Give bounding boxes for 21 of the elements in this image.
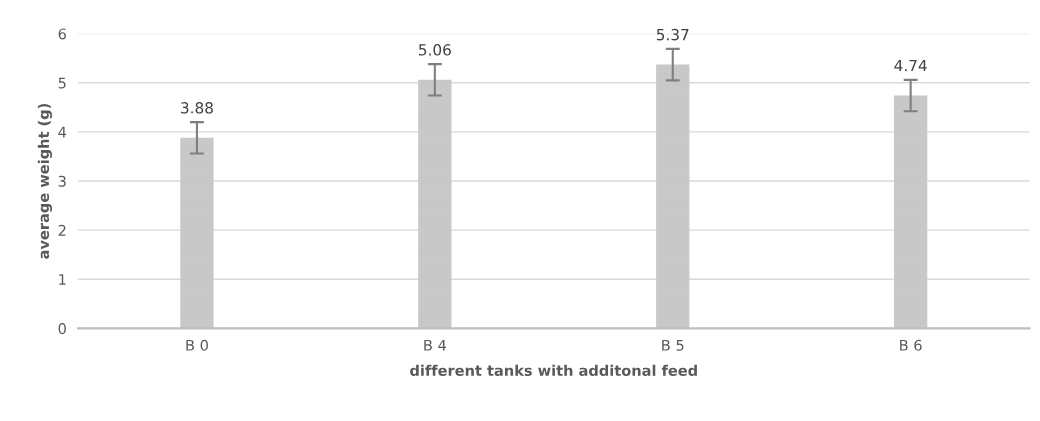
x-tick-label: B 4	[424, 339, 446, 351]
y-axis-title: average weight (g)	[37, 103, 53, 259]
data-label: 5.06	[419, 44, 451, 56]
y-tick-label: 2	[58, 224, 66, 236]
data-label: 4.74	[894, 59, 927, 72]
y-tick-label: 0	[58, 323, 66, 335]
y-tick-label: 3	[58, 175, 66, 187]
x-axis-title: different tanks with additonal feed	[410, 364, 697, 376]
x-tick-label: B 5	[662, 339, 684, 351]
data-label: 3.88	[181, 102, 213, 114]
y-tick-label: 6	[58, 28, 66, 40]
x-tick-label: B 6	[900, 339, 922, 351]
y-tick-label: 4	[58, 126, 67, 138]
bar	[894, 95, 928, 329]
bar	[180, 137, 214, 329]
y-tick-label: 1	[59, 274, 66, 285]
bar	[418, 79, 452, 329]
bar	[656, 64, 690, 329]
x-tick-label: B 0	[186, 339, 208, 351]
y-tick-label: 5	[58, 77, 66, 89]
data-label: 5.37	[656, 28, 689, 41]
